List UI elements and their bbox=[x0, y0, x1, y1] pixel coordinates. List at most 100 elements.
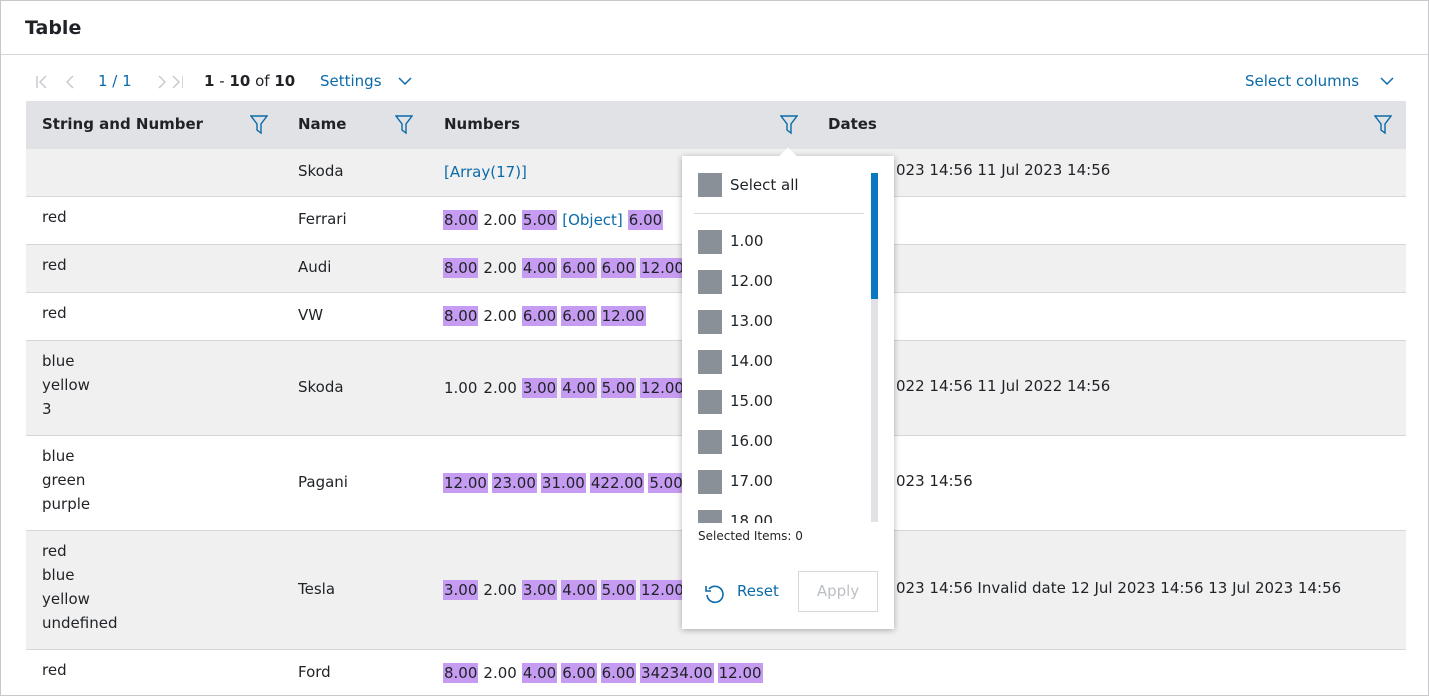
number-chip: 12.00 bbox=[640, 377, 685, 398]
cell-string: undefined bbox=[42, 614, 118, 632]
filter-option[interactable]: 17.00 bbox=[730, 472, 773, 490]
number-chip: 12.00 bbox=[443, 472, 488, 493]
scrollbar-thumb[interactable] bbox=[871, 173, 878, 299]
cell-name: Tesla bbox=[298, 579, 336, 598]
number-chip: 8.00 bbox=[443, 258, 479, 278]
apply-button[interactable]: Apply bbox=[798, 571, 878, 612]
reset-button[interactable]: Reset bbox=[737, 582, 779, 600]
number-chip: 422.00 bbox=[589, 472, 645, 493]
cell-string: blue bbox=[42, 352, 75, 370]
settings-button[interactable]: Settings bbox=[320, 72, 412, 90]
cell-dates: 023 14:56 bbox=[896, 471, 973, 490]
reset-icon bbox=[705, 585, 724, 604]
checkbox[interactable] bbox=[698, 230, 722, 254]
divider bbox=[1, 54, 1428, 55]
number-chip: 6.00 bbox=[600, 663, 637, 683]
column-header: Numbers bbox=[444, 115, 521, 133]
checkbox[interactable] bbox=[698, 510, 722, 523]
number-chip: 12.00 bbox=[600, 306, 646, 326]
checkbox[interactable] bbox=[698, 470, 722, 494]
checkbox[interactable] bbox=[698, 390, 722, 414]
filter-icon[interactable] bbox=[395, 115, 413, 135]
cell-name: Ford bbox=[298, 663, 331, 681]
cell-dates: 022 14:56 11 Jul 2022 14:56 bbox=[896, 376, 1111, 395]
filter-option[interactable]: 1.00 bbox=[730, 232, 764, 250]
select-all[interactable]: Select all bbox=[730, 176, 799, 194]
checkbox[interactable] bbox=[698, 173, 722, 197]
range-dash: - bbox=[219, 72, 225, 90]
filter-option[interactable]: 12.00 bbox=[730, 272, 773, 290]
number-chip[interactable]: [Object] bbox=[562, 211, 623, 229]
cell-string: red bbox=[42, 661, 67, 679]
number-chip: 6.00 bbox=[561, 306, 597, 326]
cell-name: Pagani bbox=[298, 472, 348, 491]
cell-name: Skoda bbox=[298, 377, 344, 396]
number-chip: 6.00 bbox=[521, 306, 558, 326]
cell-string: yellow bbox=[42, 376, 90, 394]
number-chip: 34234.00 bbox=[640, 663, 714, 683]
number-chip: 8.00 bbox=[443, 663, 479, 683]
divider bbox=[694, 213, 864, 214]
number-chip: 1.00 bbox=[444, 378, 478, 397]
table-row: red Ford 8.00 2.00 4.00 6.00 6.00 34234.00 12.00 bbox=[26, 650, 1406, 695]
select-columns-label: Select columns bbox=[1245, 72, 1360, 90]
checkbox[interactable] bbox=[698, 270, 722, 294]
pager-icons bbox=[36, 75, 183, 89]
cell-numbers: 8.00 2.00 5.00 [Object] 6.00 bbox=[443, 210, 667, 230]
number-chip: 8.00 bbox=[443, 210, 479, 230]
filter-icon[interactable] bbox=[250, 115, 268, 135]
range-total: 10 bbox=[274, 72, 296, 90]
number-chip: 12.00 bbox=[640, 258, 685, 278]
range-of: of bbox=[255, 72, 270, 90]
chevron bbox=[398, 77, 412, 86]
cell-numbers: [Array(17)] bbox=[443, 162, 532, 182]
filter-option[interactable]: 15.00 bbox=[730, 392, 773, 410]
cell-dates: 023 14:56 Invalid date 12 Jul 2023 14:56… bbox=[896, 578, 1342, 597]
cell-numbers: 1.00 2.00 3.00 4.00 5.00 12.00 bbox=[443, 377, 689, 398]
number-chip: 12.00 bbox=[717, 663, 763, 683]
cell-numbers: 12.00 23.00 31.00 422.00 5.00 bbox=[443, 472, 688, 493]
cell-name: Skoda bbox=[298, 162, 344, 180]
number-chip: 23.00 bbox=[491, 472, 537, 493]
filter-option[interactable]: 14.00 bbox=[730, 352, 773, 370]
number-chip: 2.00 bbox=[483, 664, 517, 682]
cell-string: purple bbox=[42, 495, 91, 513]
filter-option[interactable]: 16.00 bbox=[730, 432, 773, 450]
cell-string: blue bbox=[42, 566, 75, 584]
number-chip: 12.00 bbox=[640, 579, 685, 600]
checkbox[interactable] bbox=[698, 350, 722, 374]
range-info: 1 - 10 of 10 bbox=[204, 72, 295, 90]
number-chip: 2.00 bbox=[483, 580, 517, 599]
number-chip: 4.00 bbox=[521, 663, 558, 683]
select-columns-button[interactable]: Select columns bbox=[1245, 72, 1394, 90]
checkbox[interactable] bbox=[698, 310, 722, 334]
number-chip: 6.00 bbox=[561, 663, 597, 683]
cell-numbers: 8.00 2.00 4.00 6.00 6.00 12.00 bbox=[443, 258, 689, 278]
filter-option[interactable]: 13.00 bbox=[730, 312, 773, 330]
checkbox[interactable] bbox=[698, 430, 722, 454]
cell-dates: 023 14:56 11 Jul 2023 14:56 bbox=[896, 161, 1111, 179]
number-chip: 8.00 bbox=[443, 306, 479, 326]
cell-string: 3 bbox=[42, 400, 52, 418]
number-chip: 5.00 bbox=[521, 210, 558, 230]
chevron bbox=[1380, 77, 1394, 86]
selected-count: Selected Items: 0 bbox=[698, 529, 803, 543]
cell-string: red bbox=[42, 542, 67, 560]
filter-icon[interactable] bbox=[1374, 115, 1392, 135]
number-chip: 6.00 bbox=[561, 258, 597, 278]
number-chip: 2.00 bbox=[483, 307, 517, 325]
number-chip: 31.00 bbox=[540, 472, 586, 493]
scrollbar-track bbox=[871, 173, 878, 522]
page-indicator[interactable]: 1 / 1 bbox=[98, 72, 132, 90]
filter-option[interactable]: 18.00 bbox=[730, 512, 773, 523]
number-chip: 4.00 bbox=[521, 258, 558, 278]
filter-icon[interactable] bbox=[780, 115, 798, 135]
number-chip: 2.00 bbox=[483, 211, 517, 229]
number-chip[interactable]: [Array(17)] bbox=[444, 163, 527, 181]
cell-name: Ferrari bbox=[298, 210, 347, 228]
number-chip: 2.00 bbox=[483, 259, 517, 277]
number-chip: 6.00 bbox=[600, 258, 637, 278]
cell-string: red bbox=[42, 208, 67, 226]
number-chip: 5.00 bbox=[600, 377, 637, 398]
settings-label: Settings bbox=[320, 72, 382, 90]
